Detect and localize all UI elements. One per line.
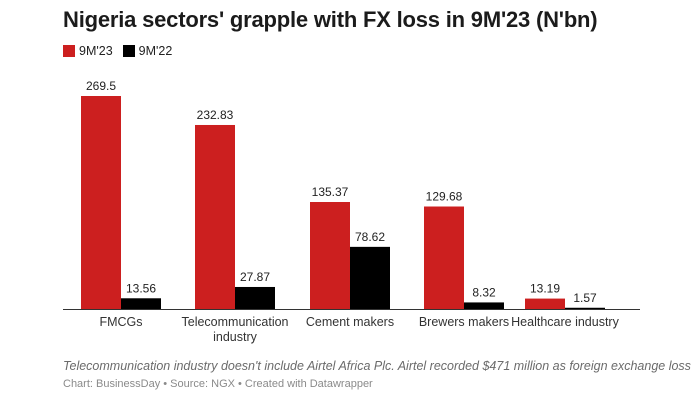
data-label-9m23-4: 13.19: [530, 282, 560, 296]
x-tick-label-4: Healthcare industry: [511, 315, 619, 329]
legend-item-9m23: 9M'23: [63, 44, 113, 58]
chart-note: Telecommunication industry doesn't inclu…: [63, 359, 691, 373]
bar-9m22-3: [464, 302, 504, 309]
legend: 9M'23 9M'22: [63, 44, 172, 58]
chart-title: Nigeria sectors' grapple with FX loss in…: [63, 7, 598, 32]
data-label-9m22-2: 78.62: [355, 230, 385, 244]
bar-9m23-2: [310, 202, 350, 309]
bar-9m22-0: [121, 298, 161, 309]
data-label-9m22-4: 1.57: [573, 291, 597, 305]
bar-9m23-4: [525, 298, 565, 309]
x-tick-label-1-line1: industry: [213, 330, 258, 344]
legend-swatch-9m22: [122, 45, 135, 57]
bar-9m22-4: [565, 307, 605, 309]
legend-swatch-9m23: [63, 45, 75, 57]
bar-9m23-0: [81, 96, 121, 309]
data-label-9m23-2: 135.37: [312, 185, 349, 199]
bar-9m23-1: [195, 124, 235, 309]
legend-item-9m22: 9M'22: [122, 44, 173, 58]
data-label-9m22-3: 8.32: [472, 285, 496, 299]
x-tick-label-0: FMCGs: [99, 315, 142, 329]
x-tick-label-2: Cement makers: [306, 315, 394, 329]
data-label-9m22-1: 27.87: [240, 270, 270, 284]
data-label-9m23-1: 232.83: [197, 108, 234, 122]
bar-9m22-2: [350, 246, 390, 309]
data-label-9m23-0: 269.5: [86, 79, 116, 93]
x-tick-label-3: Brewers makers: [419, 315, 509, 329]
x-tick-label-1-line0: Telecommunication: [182, 315, 289, 329]
data-label-9m23-3: 129.68: [426, 190, 463, 204]
bar-9m23-3: [424, 206, 464, 309]
bar-9m22-1: [235, 286, 275, 309]
data-label-9m22-0: 13.56: [126, 281, 156, 295]
legend-label-9m22: 9M'22: [138, 44, 173, 58]
legend-label-9m23: 9M'23: [79, 44, 113, 58]
chart-source: Chart: BusinessDay • Source: NGX • Creat…: [63, 378, 373, 390]
